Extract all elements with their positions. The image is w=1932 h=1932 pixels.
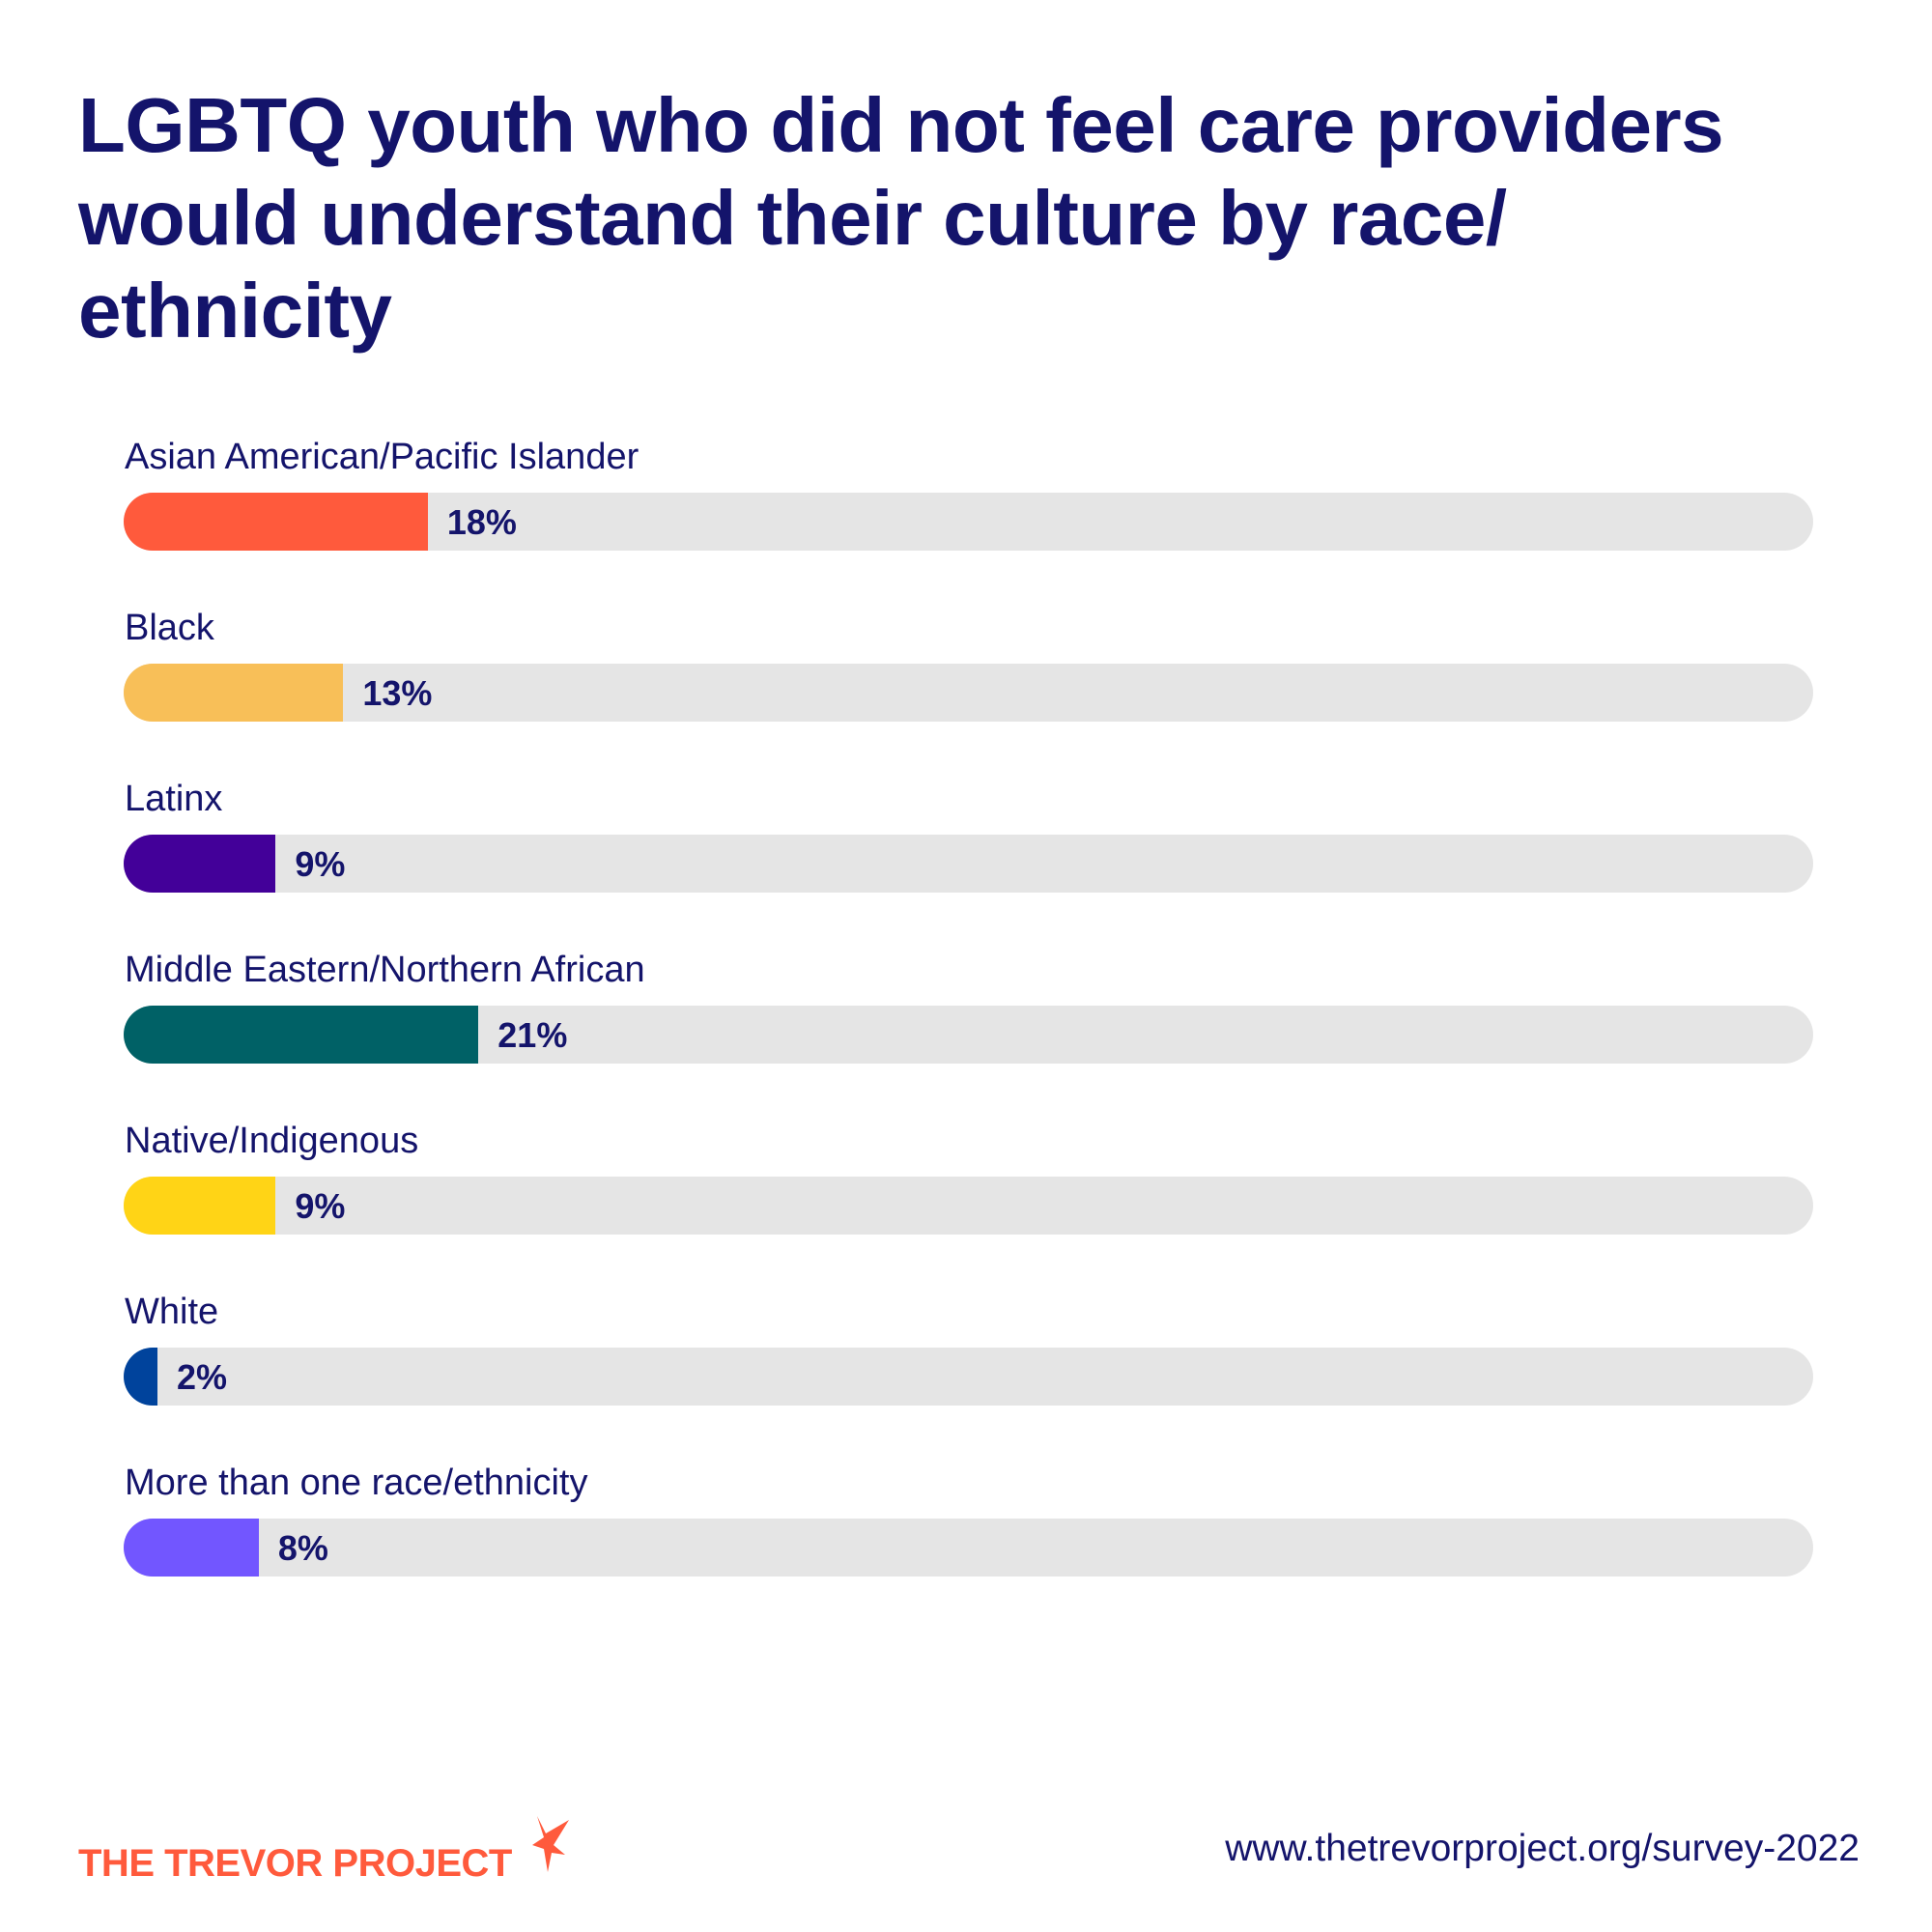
- bar: [124, 1177, 276, 1235]
- logo-text: THE TREVOR PROJECT: [78, 1842, 512, 1885]
- bar-track: 2%: [124, 1348, 1813, 1406]
- category-label: Middle Eastern/Northern African: [125, 950, 645, 990]
- bar-track: 9%: [124, 1177, 1813, 1235]
- category-label: White: [125, 1292, 219, 1332]
- bar-track: 13%: [124, 664, 1813, 722]
- trevor-project-logo: THE TREVOR PROJECT: [78, 1816, 600, 1893]
- category-label: More than one race/ethnicity: [125, 1463, 588, 1503]
- bar-chart: Asian American/Pacific Islander 18% Black 1…: [124, 437, 1813, 1577]
- bar: [124, 1519, 259, 1577]
- category-label: Latinx: [125, 779, 223, 819]
- category-label: Native/Indigenous: [125, 1121, 419, 1161]
- value-label: 2%: [176, 1357, 227, 1397]
- chart-title: LGBTQ youth who did not feel care provid…: [78, 82, 1724, 354]
- category-label: Black: [125, 608, 214, 648]
- value-label: 9%: [295, 844, 346, 884]
- bar: [124, 493, 428, 551]
- value-label: 9%: [295, 1186, 346, 1226]
- value-label: 18%: [446, 502, 517, 542]
- bar-track: 18%: [124, 493, 1813, 551]
- star-icon: [532, 1816, 569, 1872]
- bar-track: 21%: [124, 1006, 1813, 1064]
- value-label: 8%: [277, 1528, 328, 1568]
- bar-track: 9%: [124, 835, 1813, 893]
- value-label: 21%: [497, 1015, 568, 1055]
- value-label: 13%: [362, 673, 433, 713]
- bar: [124, 1006, 479, 1064]
- survey-url[interactable]: www.thetrevorproject.org/survey-2022: [1225, 1828, 1860, 1869]
- bar: [124, 835, 276, 893]
- bar: [124, 664, 344, 722]
- category-label: Asian American/Pacific Islander: [125, 437, 639, 477]
- bar-track: 8%: [124, 1519, 1813, 1577]
- bar: [124, 1348, 157, 1406]
